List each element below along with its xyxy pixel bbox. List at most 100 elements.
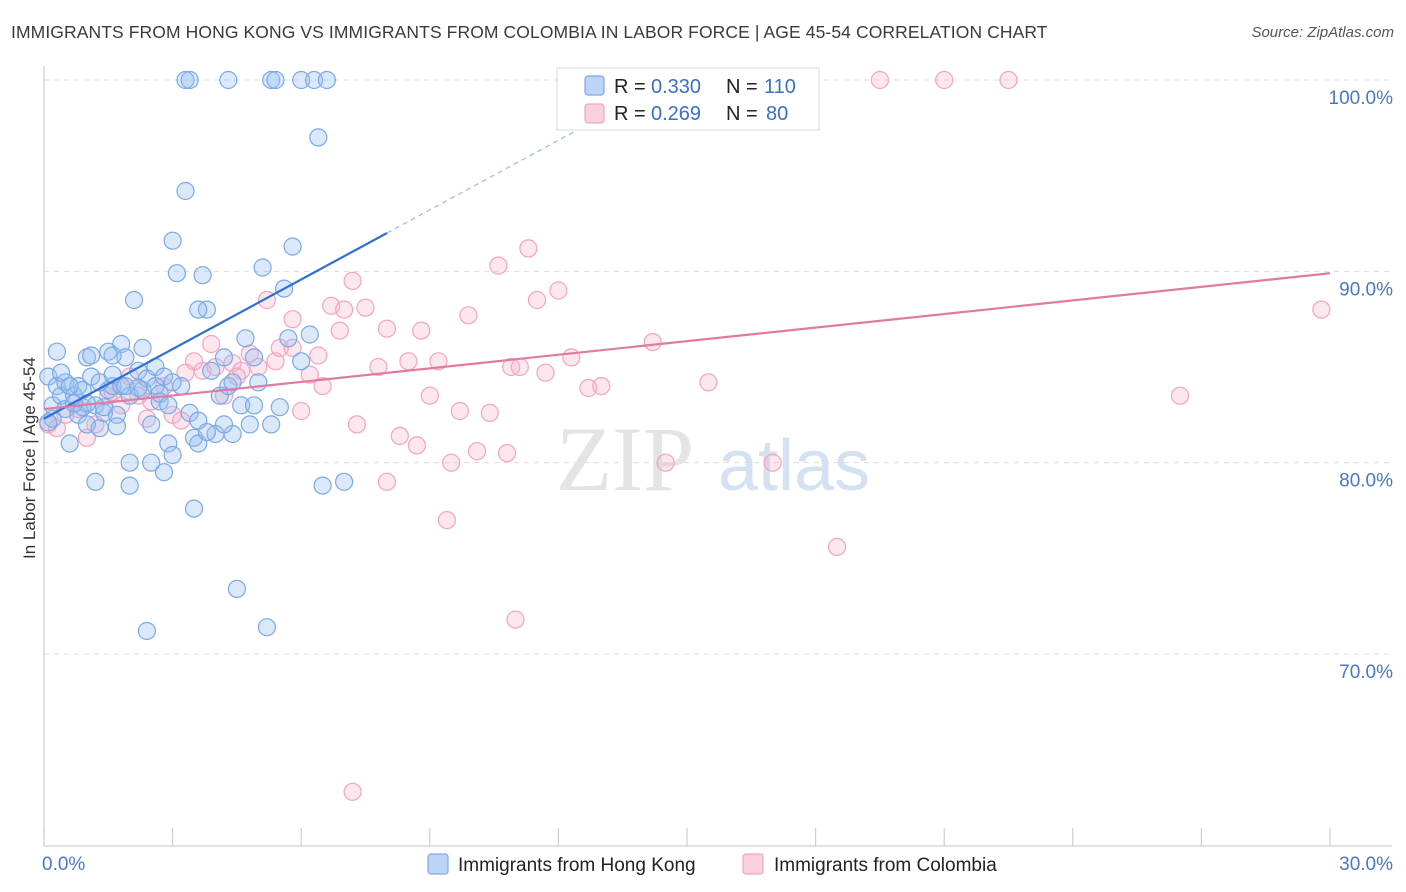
chart-title: IMMIGRANTS FROM HONG KONG VS IMMIGRANTS …: [11, 22, 1048, 42]
y-tick-label-2: 80.0%: [1339, 471, 1393, 492]
colombia-point-63: [656, 453, 675, 472]
hong-kong-point-15: [86, 472, 105, 491]
series-legend-swatch-colombia: [742, 853, 764, 875]
watermark: ZIP atlas: [556, 408, 870, 510]
colombia-point-71: [1312, 300, 1331, 319]
hong-kong-point-68: [283, 237, 302, 256]
hong-kong-point-65: [270, 398, 289, 417]
colombia-point-75: [283, 338, 302, 357]
colombia-point-16: [202, 334, 221, 354]
colombia-point-73: [377, 472, 396, 491]
axes: [43, 66, 1392, 847]
hong-kong-point-71: [309, 128, 328, 147]
hong-kong-point-33: [142, 453, 161, 472]
hong-kong-point-40: [163, 231, 182, 250]
series-legend-label-hong-kong: Immigrants from Hong Kong: [458, 855, 696, 876]
colombia-point-31: [330, 321, 349, 340]
hong-kong-point-107: [129, 378, 148, 398]
x-tick-label-0: 0.0%: [42, 854, 85, 875]
colombia-point-38: [390, 426, 409, 445]
hong-kong-point-77: [180, 70, 199, 90]
hong-kong-point-67: [279, 329, 298, 348]
hong-kong-point-53: [214, 348, 234, 367]
series-colombia-points: [39, 70, 1331, 801]
hong-kong-point-17: [90, 419, 109, 438]
hong-kong-point-28: [124, 290, 144, 310]
hong-kong-point-89: [189, 300, 208, 319]
hong-kong-point-80: [266, 70, 285, 90]
hong-kong-point-81: [292, 70, 311, 90]
y-tick-label-1: 90.0%: [1339, 279, 1393, 300]
colombia-point-49: [480, 403, 499, 422]
legend-n-label-hong-kong: N =: [726, 76, 758, 98]
legend-r-value-hong-kong: 0.330: [651, 76, 701, 98]
chart-source: Source: ZipAtlas.com: [1251, 24, 1394, 41]
colombia-trend-line: [43, 272, 1331, 411]
hong-kong-point-97: [107, 417, 127, 436]
hong-kong-point-32: [142, 415, 161, 434]
colombia-point-56: [549, 281, 568, 300]
hong-kong-point-7: [60, 434, 79, 453]
hong-kong-point-56: [227, 579, 246, 599]
y-tick-label-0: 100.0%: [1329, 88, 1394, 109]
colombia-point-32: [335, 300, 354, 319]
hong-kong-point-98: [60, 377, 79, 396]
hong-kong-point-83: [317, 70, 336, 90]
colombia-point-41: [412, 321, 431, 340]
colombia-point-51: [497, 444, 517, 463]
colombia-point-47: [459, 306, 478, 325]
hong-kong-point-82: [305, 70, 324, 90]
colombia-point-4: [77, 428, 97, 447]
hong-kong-point-46: [184, 499, 204, 518]
hong-kong-point-100: [244, 396, 264, 415]
colombia-point-22: [249, 357, 268, 377]
legend-n-value-hong-kong: 110: [764, 76, 796, 98]
hong-kong-point-74: [137, 621, 156, 641]
colombia-point-54: [527, 290, 547, 310]
watermark-atlas: atlas: [718, 426, 870, 506]
hong-kong-point-85: [103, 346, 122, 365]
hong-kong-point-84: [82, 346, 101, 365]
hong-kong-point-102: [159, 396, 178, 415]
colombia-point-66: [827, 537, 847, 557]
hong-kong-point-101: [197, 423, 216, 442]
hong-kong-point-3: [47, 377, 67, 396]
colombia-point-39: [399, 352, 418, 371]
hong-kong-point-79: [262, 70, 281, 90]
y-axis-label: In Labor Force | Age 45-54: [20, 357, 39, 559]
hong-kong-point-2: [47, 342, 67, 361]
colombia-point-29: [309, 346, 328, 365]
hong-kong-point-72: [313, 476, 332, 495]
hong-kong-point-108: [163, 373, 182, 392]
hong-kong-point-99: [51, 363, 71, 382]
colombia-point-28: [300, 365, 319, 384]
hong-kong-point-63: [257, 618, 276, 637]
legend-r-label-hong-kong: R =: [614, 76, 646, 98]
colombia-point-46: [450, 401, 469, 421]
colombia-point-40: [407, 436, 426, 455]
legend-swatch-colombia: [584, 103, 605, 124]
hong-kong-point-61: [249, 373, 268, 392]
y-tick-label-3: 70.0%: [1339, 662, 1393, 683]
hong-kong-point-27: [120, 476, 139, 495]
hong-kong-point-70: [300, 325, 319, 344]
hong-kong-point-91: [223, 373, 242, 392]
hong-kong-point-37: [154, 463, 174, 482]
hong-kong-point-90: [214, 415, 234, 434]
stats-legend: R = 0.330 N = 110 R = 0.269 N = 80: [556, 67, 820, 131]
hong-kong-trend-line: [43, 232, 388, 420]
colombia-point-64: [699, 373, 718, 392]
colombia-point-48: [467, 442, 487, 461]
hong-kong-point-57: [232, 396, 251, 415]
series-hong-kong-points: [39, 70, 354, 641]
hong-kong-point-73: [335, 472, 354, 491]
colombia-point-57: [562, 348, 581, 367]
colombia-point-45: [442, 453, 461, 472]
hong-kong-point-69: [292, 352, 311, 371]
series-legend: Immigrants from Hong Kong Immigrants fro…: [427, 853, 997, 876]
colombia-point-24: [266, 352, 285, 371]
colombia-point-50: [489, 256, 508, 275]
colombia-point-43: [429, 352, 448, 371]
hong-kong-point-76: [176, 70, 195, 90]
hong-kong-point-60: [244, 348, 264, 367]
